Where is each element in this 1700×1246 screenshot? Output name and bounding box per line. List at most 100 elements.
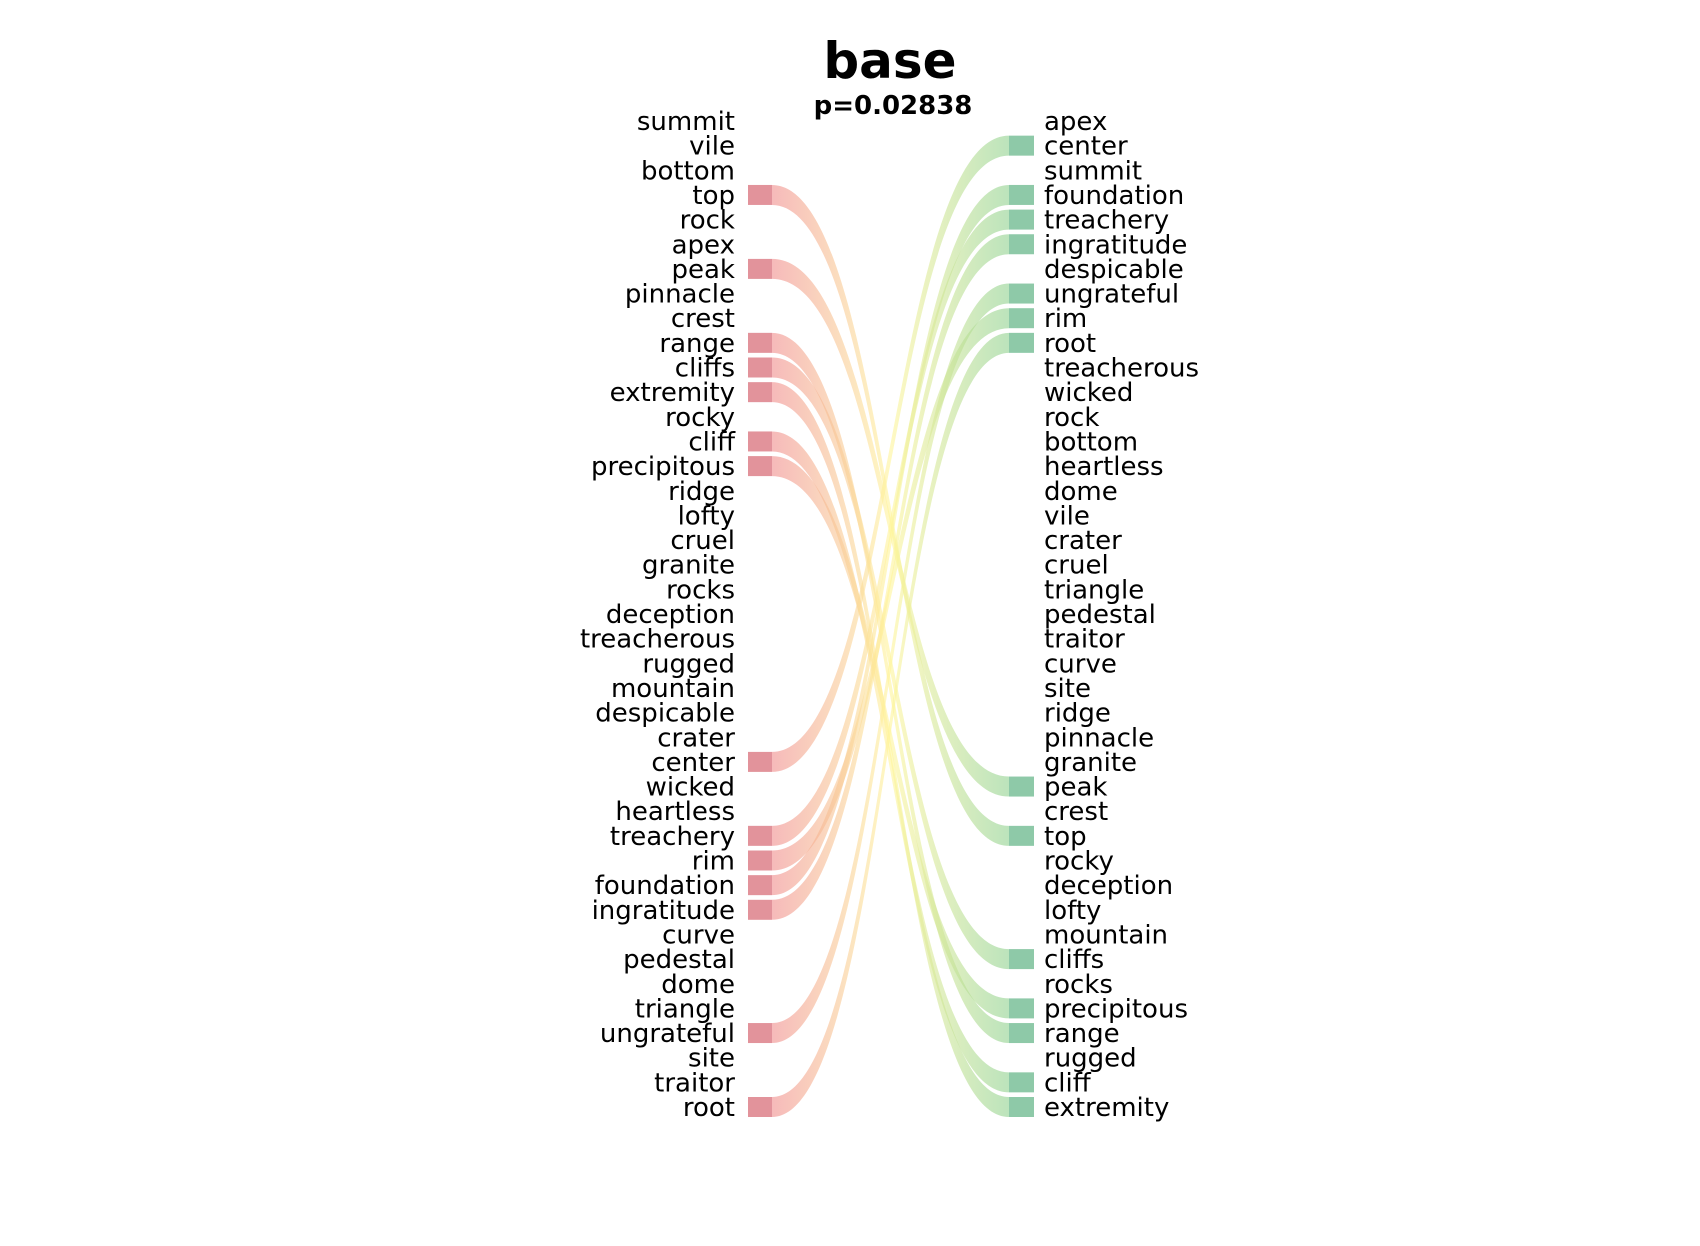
right-word-rugged: rugged: [1044, 1044, 1137, 1074]
right-word-curve: curve: [1044, 649, 1117, 679]
left-word-rock: rock: [680, 206, 735, 236]
left-bar-ingratitude: [748, 899, 772, 920]
right-word-traitor: traitor: [1044, 625, 1125, 655]
right-word-despicable: despicable: [1044, 255, 1184, 285]
link-ribbon-range: [772, 332, 1009, 1044]
left-word-dome: dome: [661, 970, 735, 1000]
link-ribbon-precipitous: [772, 456, 1009, 1019]
right-word-mountain: mountain: [1044, 920, 1168, 950]
left-word-deception: deception: [606, 600, 735, 630]
right-bar-extremity: [1009, 1097, 1034, 1117]
left-word-lofty: lofty: [678, 501, 735, 531]
left-word-peak: peak: [672, 255, 736, 285]
left-word-despicable: despicable: [595, 699, 735, 729]
left-word-extremity: extremity: [610, 378, 735, 408]
link-ribbons: [748, 135, 1034, 1118]
left-bar-extremity: [748, 382, 772, 403]
link-ribbon-extremity: [772, 382, 1009, 1117]
left-word-center: center: [651, 748, 735, 778]
left-bar-cliffs: [748, 357, 772, 378]
left-word-vile: vile: [689, 132, 735, 162]
left-word-pinnacle: pinnacle: [625, 280, 735, 310]
left-bar-range: [748, 332, 772, 353]
right-word-crater: crater: [1044, 526, 1122, 556]
right-bar-cliff: [1009, 1072, 1034, 1093]
right-bar-foundation: [1009, 184, 1034, 205]
right-word-vile: vile: [1044, 501, 1090, 531]
right-bar-cliffs: [1009, 949, 1034, 970]
right-word-foundation: foundation: [1044, 181, 1184, 211]
right-word-precipitous: precipitous: [1044, 994, 1188, 1024]
right-bar-rim: [1009, 308, 1034, 329]
left-word-rugged: rugged: [642, 649, 735, 679]
right-bar-treachery: [1009, 209, 1034, 230]
right-word-rocks: rocks: [1044, 970, 1113, 1000]
left-bar-foundation: [748, 875, 772, 896]
left-bar-rim: [748, 850, 772, 871]
left-word-cliffs: cliffs: [675, 354, 735, 384]
left-word-cliff: cliff: [688, 427, 736, 457]
left-word-mountain: mountain: [611, 674, 735, 704]
left-word-summit: summit: [637, 107, 735, 137]
left-word-apex: apex: [672, 230, 735, 260]
left-word-ridge: ridge: [668, 477, 735, 507]
right-word-peak: peak: [1044, 773, 1108, 803]
left-word-cruel: cruel: [670, 526, 735, 556]
right-word-top: top: [1044, 822, 1087, 852]
right-word-granite: granite: [1044, 748, 1137, 778]
left-bar-ungrateful: [748, 1023, 772, 1044]
left-word-rocky: rocky: [665, 403, 735, 433]
left-word-treacherous: treacherous: [580, 625, 735, 655]
right-bar-ungrateful: [1009, 283, 1034, 304]
left-word-top: top: [692, 181, 735, 211]
link-ribbon-root: [772, 332, 1009, 1118]
left-word-ingratitude: ingratitude: [592, 896, 735, 926]
left-word-rim: rim: [692, 847, 735, 877]
right-word-crest: crest: [1044, 797, 1108, 827]
right-word-column: apexcentersummitfoundationtreacheryingra…: [1044, 107, 1199, 1123]
left-word-rocks: rocks: [666, 575, 735, 605]
link-ribbon-rim: [772, 308, 1009, 871]
left-bar-peak: [748, 258, 772, 279]
right-word-bottom: bottom: [1044, 427, 1138, 457]
link-ribbon-ingratitude: [772, 234, 1009, 920]
right-word-pinnacle: pinnacle: [1044, 723, 1154, 753]
right-word-ridge: ridge: [1044, 699, 1111, 729]
right-word-extremity: extremity: [1044, 1093, 1169, 1123]
right-word-range: range: [1044, 1019, 1120, 1049]
right-word-apex: apex: [1044, 107, 1107, 137]
left-word-bottom: bottom: [641, 156, 735, 186]
link-ribbon-treachery: [772, 209, 1009, 846]
diagram-subtitle: p=0.02838: [814, 91, 973, 121]
right-bar-top: [1009, 825, 1034, 846]
right-word-cliff: cliff: [1044, 1068, 1092, 1098]
left-word-root: root: [683, 1093, 735, 1123]
right-word-heartless: heartless: [1044, 452, 1164, 482]
left-word-pedestal: pedestal: [623, 945, 735, 975]
left-bar-precipitous: [748, 456, 772, 477]
right-word-rim: rim: [1044, 304, 1087, 334]
link-ribbon-top: [772, 184, 1009, 846]
right-word-treacherous: treacherous: [1044, 354, 1199, 384]
link-ribbon-foundation: [772, 184, 1009, 896]
right-word-root: root: [1044, 329, 1096, 359]
right-word-rocky: rocky: [1044, 847, 1114, 877]
right-bar-center: [1009, 135, 1034, 156]
right-word-site: site: [1044, 674, 1091, 704]
left-word-foundation: foundation: [595, 871, 735, 901]
right-word-cruel: cruel: [1044, 551, 1109, 581]
left-word-crater: crater: [657, 723, 735, 753]
left-word-range: range: [659, 329, 735, 359]
left-word-precipitous: precipitous: [591, 452, 735, 482]
right-word-pedestal: pedestal: [1044, 600, 1156, 630]
right-bar-range: [1009, 1023, 1034, 1044]
left-bar-root: [748, 1097, 772, 1117]
left-word-traitor: traitor: [654, 1068, 735, 1098]
link-ribbon-ungrateful: [772, 283, 1009, 1044]
right-word-center: center: [1044, 132, 1128, 162]
diagram-title: base: [823, 32, 956, 90]
left-word-granite: granite: [642, 551, 735, 581]
right-word-lofty: lofty: [1044, 896, 1101, 926]
left-bar-treachery: [748, 825, 772, 846]
